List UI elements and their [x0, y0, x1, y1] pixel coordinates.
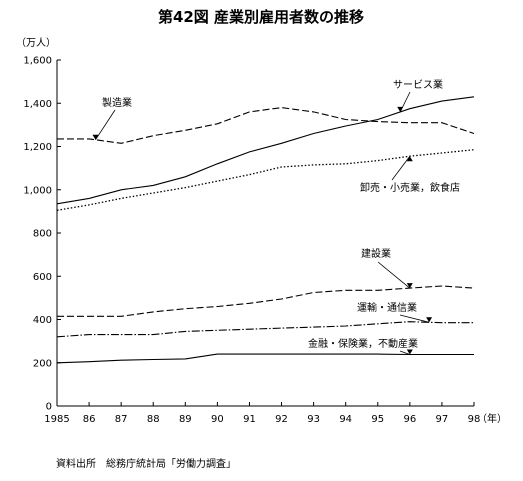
x-tick-label: 97	[436, 414, 449, 425]
y-tick-label: 1,600	[23, 56, 52, 67]
y-axis-ticks: 0 200 400 600 800 1,000 1,200 1,400 1,600	[23, 56, 61, 413]
x-tick-label: 89	[179, 414, 192, 425]
leader-line	[391, 155, 411, 181]
series-0-line	[56, 96, 475, 205]
y-tick-label: 1,200	[23, 142, 52, 153]
x-tick-label: 88	[147, 414, 160, 425]
y-tick-label: 600	[33, 272, 52, 283]
y-unit-label: （万人）	[16, 37, 56, 49]
leader-arrowhead	[92, 134, 99, 140]
leader-arrowhead	[426, 317, 433, 323]
y-tick-label: 200	[33, 358, 52, 369]
series-4-line	[56, 321, 474, 338]
x-tick-label: 93	[307, 414, 320, 425]
leader-arrowhead	[406, 283, 413, 289]
series-2-line	[56, 149, 475, 211]
leader-arrowhead	[406, 156, 413, 162]
x-axis-ticks: 1985 86 87 88 89 90 91 92 93 94 95 96 97 98	[44, 402, 480, 425]
leader-line	[399, 314, 430, 323]
y-tick-label: 800	[33, 229, 52, 240]
x-tick-label: 91	[243, 414, 256, 425]
annotation-leaders	[92, 91, 433, 355]
x-tick-label: 95	[371, 414, 384, 425]
series-1-line	[57, 107, 475, 144]
leader-line	[95, 109, 116, 141]
leader-arrowhead	[406, 349, 413, 355]
x-tick-label: 92	[275, 414, 288, 425]
annotation-label: 建設業	[361, 247, 391, 260]
annotation-label: 卸売・小売業，飲食店	[360, 181, 460, 194]
x-tick-label: 98	[468, 414, 481, 425]
x-tick-label: 1985	[44, 414, 69, 425]
series-lines	[56, 96, 475, 364]
y-tick-label: 0	[46, 402, 52, 413]
series-5-line	[56, 353, 474, 364]
x-tick-label: 90	[211, 414, 224, 425]
leader-line	[399, 350, 410, 355]
x-unit-label: （年）	[477, 412, 507, 425]
annotation-label: 運輸・通信業	[357, 301, 417, 314]
x-tick-label: 87	[115, 414, 128, 425]
chart-title: 第42図 産業別雇用者数の推移	[158, 8, 364, 26]
x-tick-label: 94	[339, 414, 352, 425]
y-tick-label: 1,400	[23, 99, 52, 110]
leader-line	[377, 261, 411, 289]
y-tick-label: 400	[33, 315, 52, 326]
annotation-label: 金融・保険業，不動産業	[308, 337, 418, 350]
x-tick-label: 96	[403, 414, 416, 425]
annotation-label: サービス業	[393, 78, 443, 91]
source-note: 資料出所 総務庁統計局「労働力調査」	[56, 457, 236, 470]
annotation-label: 製造業	[102, 96, 132, 109]
leader-arrowhead	[397, 106, 404, 112]
y-tick-label: 1,000	[23, 185, 52, 196]
x-tick-label: 86	[83, 414, 96, 425]
